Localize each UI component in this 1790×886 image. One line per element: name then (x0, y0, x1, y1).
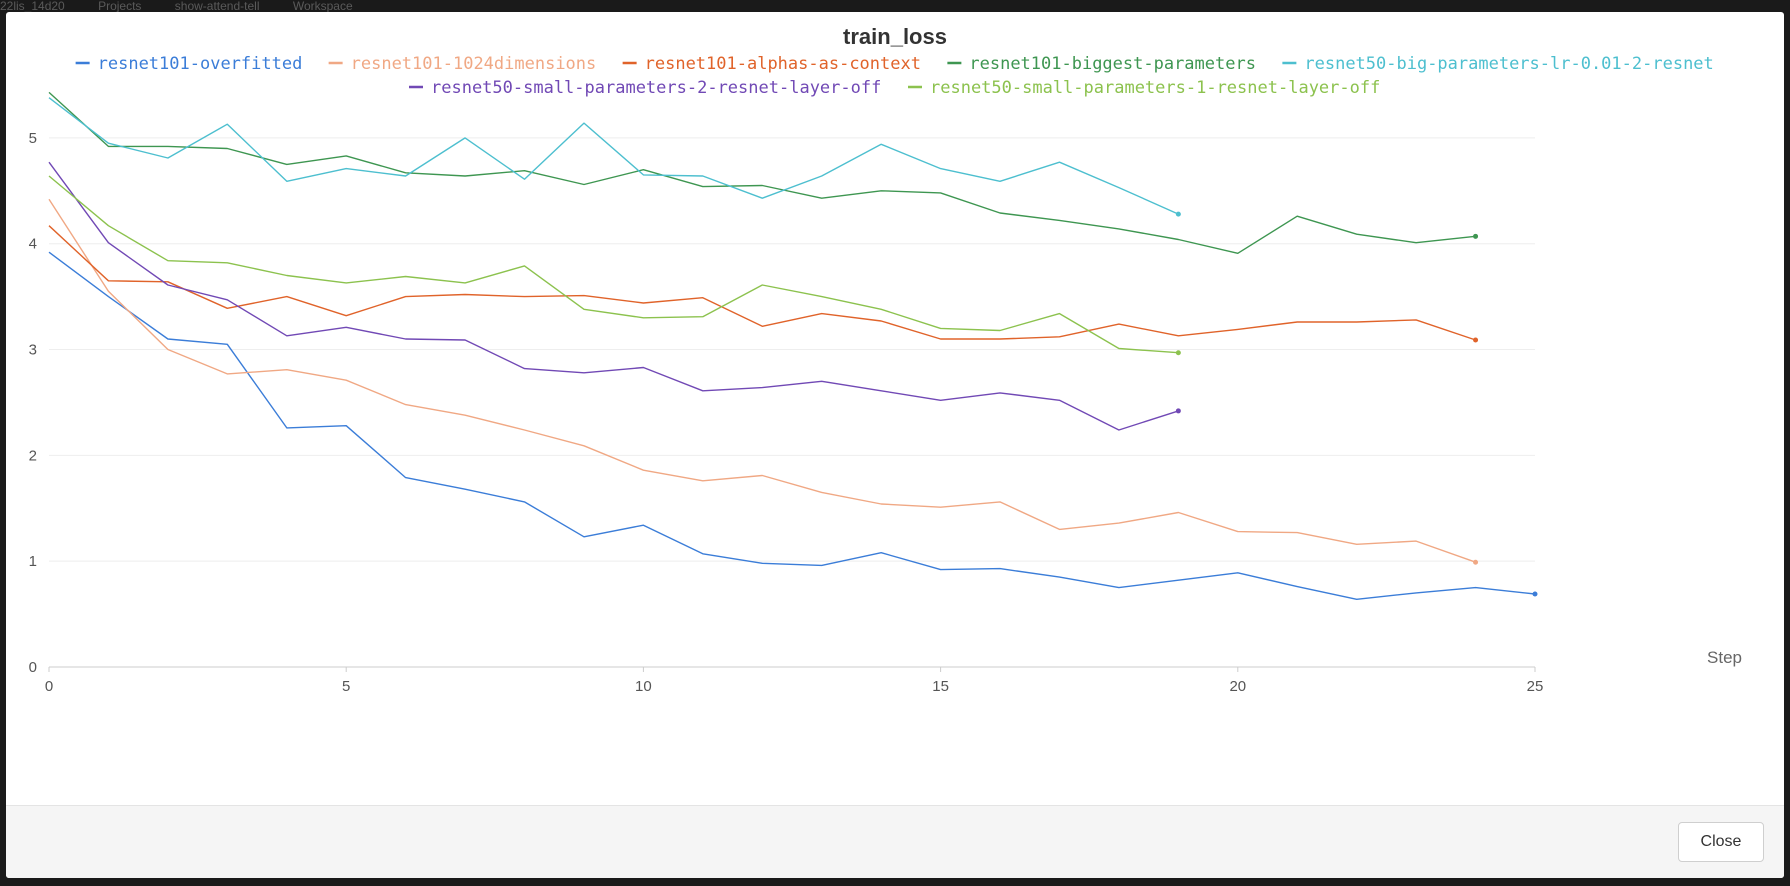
legend-item[interactable]: resnet101-alphas-as-context (622, 54, 921, 74)
legend-label: resnet101-overfitted (98, 54, 303, 74)
series-line[interactable] (48, 251, 1536, 600)
legend-label: resnet50-big-parameters-lr-0.01-2-resnet (1304, 54, 1713, 74)
legend-item[interactable]: resnet50-big-parameters-lr-0.01-2-resnet (1282, 54, 1714, 74)
x-tick-label: 0 (45, 678, 53, 695)
backdrop-item: show-attend-tell (174, 0, 260, 13)
series-line[interactable] (48, 91, 1476, 255)
series-line[interactable] (48, 198, 1476, 563)
series-end-point (1473, 337, 1479, 343)
legend: resnet101-overfitted resnet101-1024dimens… (75, 54, 1714, 98)
series-line[interactable] (48, 97, 1179, 215)
backdrop-item: Workspace (292, 0, 353, 13)
backdrop-item: Projects (98, 0, 142, 13)
series-end-point (1473, 233, 1479, 239)
y-tick-label: 1 (29, 553, 37, 570)
legend-label: resnet101-biggest-parameters (969, 54, 1256, 74)
series-line[interactable] (48, 161, 1179, 431)
y-tick-label: 4 (29, 236, 37, 253)
x-tick-label: 25 (1527, 678, 1544, 695)
series-end-point (1175, 211, 1181, 217)
x-tick-label: 15 (932, 678, 949, 695)
legend-item[interactable]: resnet50-small-parameters-2-resnet-layer… (409, 78, 881, 98)
legend-item[interactable]: resnet50-small-parameters-1-resnet-layer… (908, 78, 1380, 98)
legend-label: resnet101-alphas-as-context (645, 54, 921, 74)
x-tick-label: 20 (1229, 678, 1246, 695)
modal-footer: Close (6, 805, 1784, 878)
legend-label: resnet50-small-parameters-2-resnet-layer… (431, 78, 881, 98)
chart-modal: train_loss resnet101-overfitted resnet101… (6, 12, 1784, 878)
grid-lines (49, 137, 1535, 562)
y-tick-label: 3 (29, 342, 37, 359)
x-tick-label: 5 (342, 678, 350, 695)
series-end-point (1175, 350, 1181, 356)
axes: 0 5 10 15 20 25 0 1 2 3 4 5 (29, 130, 1544, 695)
backdrop-item: 22lis_14d20 (0, 0, 65, 13)
legend-label: resnet101-1024dimensions (351, 54, 597, 74)
legend-item[interactable]: resnet101-overfitted (75, 54, 303, 74)
legend-item[interactable]: resnet101-1024dimensions (328, 54, 597, 74)
legend-label: resnet50-small-parameters-1-resnet-layer… (930, 78, 1380, 98)
series-end-point (1473, 559, 1479, 565)
series-line[interactable] (48, 225, 1476, 341)
x-tick-label: 10 (635, 678, 652, 695)
line-chart: train_loss resnet101-overfitted resnet101… (29, 24, 1742, 695)
series-layer (48, 91, 1538, 600)
series-line[interactable] (48, 175, 1179, 354)
close-button[interactable]: Close (1678, 822, 1764, 862)
y-tick-label: 2 (29, 447, 37, 464)
y-tick-label: 0 (29, 659, 37, 676)
x-axis-title: Step (1707, 648, 1742, 667)
series-end-point (1532, 591, 1538, 597)
backdrop-breadcrumb: 22lis_14d20 Projects show-attend-tell Wo… (0, 0, 1790, 14)
chart-title: train_loss (843, 24, 947, 49)
series-end-point (1175, 408, 1181, 414)
y-tick-label: 5 (29, 130, 37, 147)
legend-item[interactable]: resnet101-biggest-parameters (947, 54, 1256, 74)
